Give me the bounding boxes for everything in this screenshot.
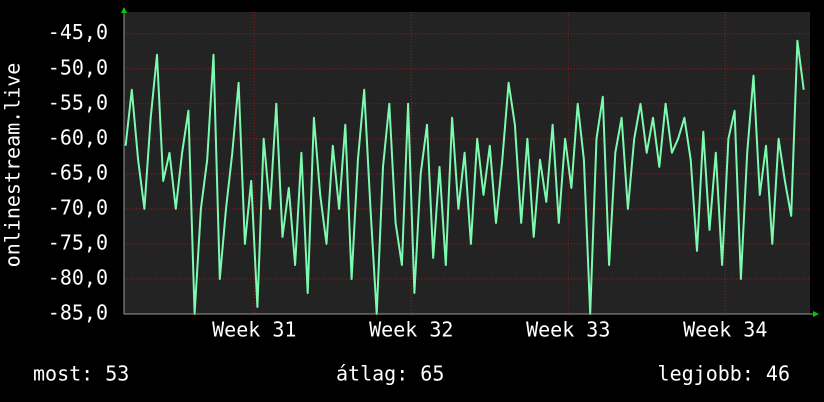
y-tick-label: -60,0 [48,125,108,149]
x-tick-label: Week 34 [683,318,767,342]
y-tick-label: -75,0 [48,230,108,254]
y-tick-label: -50,0 [48,55,108,79]
y-tick-label: -55,0 [48,90,108,114]
y-axis-label: onlinestream.live [1,63,25,268]
x-tick-label: Week 32 [369,318,453,342]
x-tick-label: Week 33 [526,318,610,342]
footer-stat: most: 53 [33,362,129,386]
y-tick-label: -80,0 [48,265,108,289]
footer-stat: legjobb: 46 [658,362,790,386]
axis-arrow [121,7,127,13]
y-tick-label: -70,0 [48,195,108,219]
plot-area [124,12,810,314]
footer-stat: átlag: 65 [336,362,444,386]
axis-arrow [813,311,819,317]
y-tick-label: -85,0 [48,301,108,325]
data-line [124,39,805,315]
x-tick-label: Week 31 [212,318,296,342]
y-tick-label: -45,0 [48,20,108,44]
plot [124,39,805,315]
y-tick-label: -65,0 [48,160,108,184]
